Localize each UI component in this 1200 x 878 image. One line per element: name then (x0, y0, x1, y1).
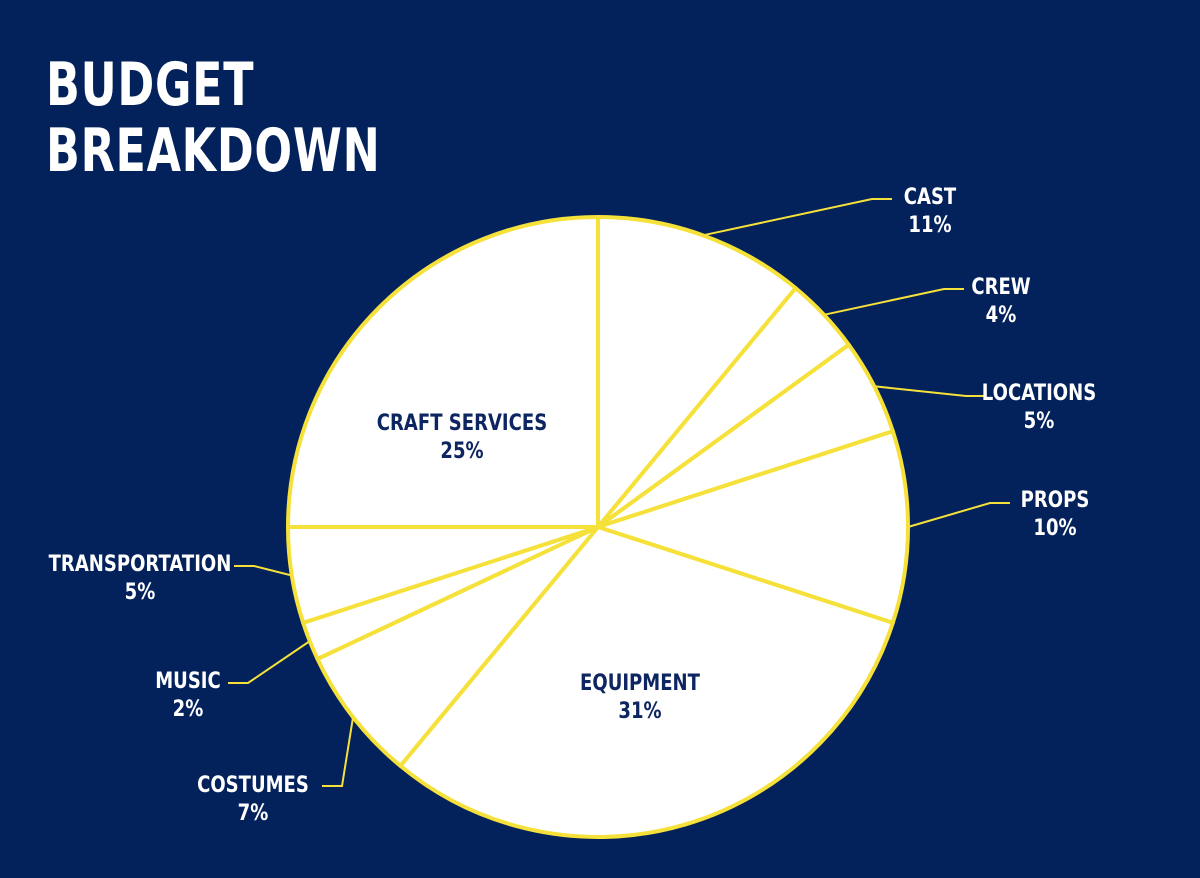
chart-title-line-2: BREAKDOWN (46, 116, 381, 186)
pie-slice-equipment (398, 525, 895, 839)
leader-line-crew (823, 288, 964, 316)
slice-value-transportation: 5% (125, 578, 156, 604)
slice-label-music: MUSIC (155, 667, 221, 693)
slice-label-costumes: COSTUMES (197, 771, 309, 797)
slice-value-locations: 5% (1024, 407, 1055, 433)
leader-line-cast (702, 198, 892, 237)
chart-title-line-1: BUDGET (46, 50, 255, 120)
leader-line-props (907, 502, 1010, 528)
slice-value-crew: 4% (986, 301, 1017, 327)
chart-title: BUDGET BREAKDOWN (46, 52, 381, 184)
slice-label-crew: CREW (971, 273, 1030, 299)
slice-value-craft-services: 25% (440, 437, 483, 463)
slice-label-transportation: TRANSPORTATION (49, 550, 232, 576)
leader-line-music (228, 640, 311, 684)
pie-slices (286, 215, 910, 839)
leader-line-transportation (234, 565, 293, 577)
slice-labels: CAST11%CREW4%LOCATIONS5%PROPS10%EQUIPMEN… (49, 183, 1097, 825)
leader-lines (228, 198, 1010, 787)
leader-line-locations (874, 385, 986, 397)
slice-label-equipment: EQUIPMENT (580, 669, 700, 695)
leader-line-costumes (322, 716, 355, 787)
slice-value-cast: 11% (908, 211, 951, 237)
slice-label-cast: CAST (904, 183, 957, 209)
slice-label-craft-services: CRAFT SERVICES (377, 409, 547, 435)
pie-slice-craft-services (286, 215, 600, 529)
slice-label-props: PROPS (1021, 486, 1090, 512)
slice-value-props: 10% (1033, 514, 1076, 540)
pie-slice-cast (596, 215, 798, 529)
slice-label-locations: LOCATIONS (982, 379, 1096, 405)
slice-value-equipment: 31% (618, 697, 661, 723)
slice-value-music: 2% (173, 695, 204, 721)
slice-value-costumes: 7% (238, 799, 269, 825)
